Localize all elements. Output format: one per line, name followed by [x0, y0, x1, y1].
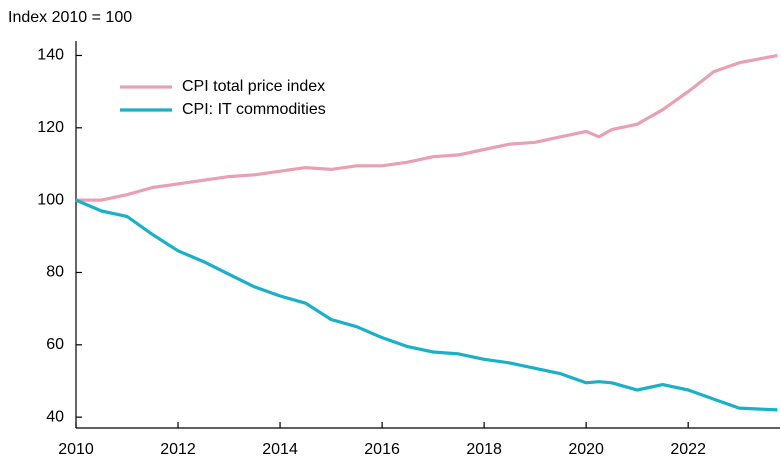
- y-tick-label: 60: [46, 336, 64, 353]
- x-tick-label: 2020: [568, 441, 604, 458]
- series-line: [76, 53, 778, 202]
- y-tick-label: 120: [37, 119, 64, 136]
- chart-title: Index 2010 = 100: [8, 9, 132, 26]
- legend-label: CPI: IT commodities: [182, 101, 326, 118]
- series-line: [75, 198, 778, 412]
- x-tick-label: 2010: [58, 441, 94, 458]
- x-tick-label: 2022: [670, 441, 706, 458]
- y-tick-label: 40: [46, 408, 64, 425]
- y-tick-label: 100: [37, 191, 64, 208]
- x-tick-label: 2018: [466, 441, 502, 458]
- x-tick-label: 2016: [364, 441, 400, 458]
- y-tick-label: 80: [46, 264, 64, 281]
- y-tick-label: 140: [37, 47, 64, 64]
- x-tick-label: 2012: [160, 441, 196, 458]
- x-tick-label: 2014: [262, 441, 298, 458]
- legend-label: CPI total price index: [182, 78, 325, 95]
